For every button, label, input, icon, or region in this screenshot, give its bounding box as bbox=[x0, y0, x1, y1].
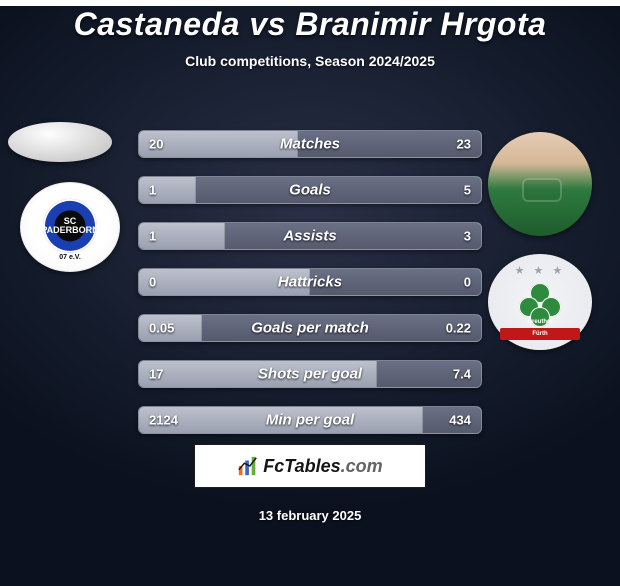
player2-club-crest: ★ ★ ★ GreutherFürth bbox=[488, 254, 592, 350]
stat-value-left: 20 bbox=[149, 137, 163, 152]
subtitle: Club competitions, Season 2024/2025 bbox=[0, 53, 620, 69]
crest2-stars: ★ ★ ★ bbox=[488, 264, 592, 277]
comparison-card: { "title": { "player1": "Castaneda", "vs… bbox=[0, 6, 620, 586]
brand-name: FcTables bbox=[263, 456, 340, 476]
stat-fill-left bbox=[139, 269, 310, 295]
date-text: 13 february 2025 bbox=[0, 508, 620, 523]
brand-domain: .com bbox=[341, 456, 383, 476]
player1-avatar bbox=[8, 122, 112, 162]
crest1-sub: 07 e.V. bbox=[21, 254, 119, 261]
stat-value-right: 434 bbox=[449, 413, 471, 428]
stat-value-left: 2124 bbox=[149, 413, 178, 428]
stat-row: 177.4Shots per goal bbox=[138, 360, 482, 388]
stat-value-right: 0 bbox=[464, 275, 471, 290]
stat-row: 2124434Min per goal bbox=[138, 406, 482, 434]
player1-club-crest: SC PADERBORN 07 e.V. bbox=[20, 182, 120, 272]
stat-row: 15Goals bbox=[138, 176, 482, 204]
stat-row: 00Hattricks bbox=[138, 268, 482, 296]
player2-name: Branimir Hrgota bbox=[295, 6, 546, 42]
brand-icon bbox=[237, 455, 259, 477]
crest2-text: GreutherFürth bbox=[488, 316, 592, 340]
stat-value-left: 17 bbox=[149, 367, 163, 382]
stat-value-left: 0.05 bbox=[149, 321, 174, 336]
stat-bars: 2023Matches15Goals13Assists00Hattricks0.… bbox=[138, 130, 482, 452]
stat-value-right: 7.4 bbox=[453, 367, 471, 382]
crest1-line2: PADERBORN bbox=[41, 225, 98, 235]
stat-value-right: 0.22 bbox=[446, 321, 471, 336]
stat-value-right: 3 bbox=[464, 229, 471, 244]
brand-text: FcTables.com bbox=[263, 456, 382, 477]
stat-value-left: 1 bbox=[149, 183, 156, 198]
stat-row: 2023Matches bbox=[138, 130, 482, 158]
player1-name: Castaneda bbox=[74, 6, 240, 42]
stat-value-right: 5 bbox=[464, 183, 471, 198]
stat-fill-left bbox=[139, 407, 423, 433]
stat-value-left: 1 bbox=[149, 229, 156, 244]
title: Castaneda vs Branimir Hrgota bbox=[0, 6, 620, 43]
stat-row: 13Assists bbox=[138, 222, 482, 250]
brand-box[interactable]: FcTables.com bbox=[194, 444, 426, 488]
stat-value-right: 23 bbox=[457, 137, 471, 152]
crest1-inner: SC PADERBORN bbox=[43, 199, 97, 253]
vs-label: vs bbox=[249, 6, 286, 42]
player2-avatar bbox=[488, 132, 592, 236]
stat-fill-left bbox=[139, 177, 196, 203]
stat-row: 0.050.22Goals per match bbox=[138, 314, 482, 342]
crest1-text: SC PADERBORN bbox=[41, 217, 98, 235]
stat-fill-left bbox=[139, 361, 377, 387]
stat-value-left: 0 bbox=[149, 275, 156, 290]
